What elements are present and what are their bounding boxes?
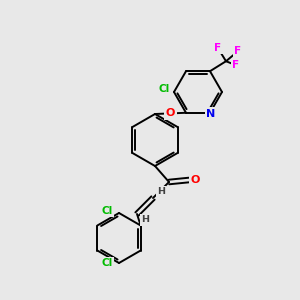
Text: F: F [214, 43, 222, 53]
Text: F: F [234, 46, 242, 56]
Text: Cl: Cl [101, 258, 112, 268]
Text: H: H [141, 215, 149, 224]
Text: H: H [157, 188, 165, 196]
Text: O: O [190, 175, 200, 185]
Text: N: N [206, 109, 216, 119]
Text: Cl: Cl [101, 206, 112, 216]
Text: O: O [166, 108, 175, 118]
Text: F: F [232, 60, 240, 70]
Text: Cl: Cl [158, 84, 169, 94]
